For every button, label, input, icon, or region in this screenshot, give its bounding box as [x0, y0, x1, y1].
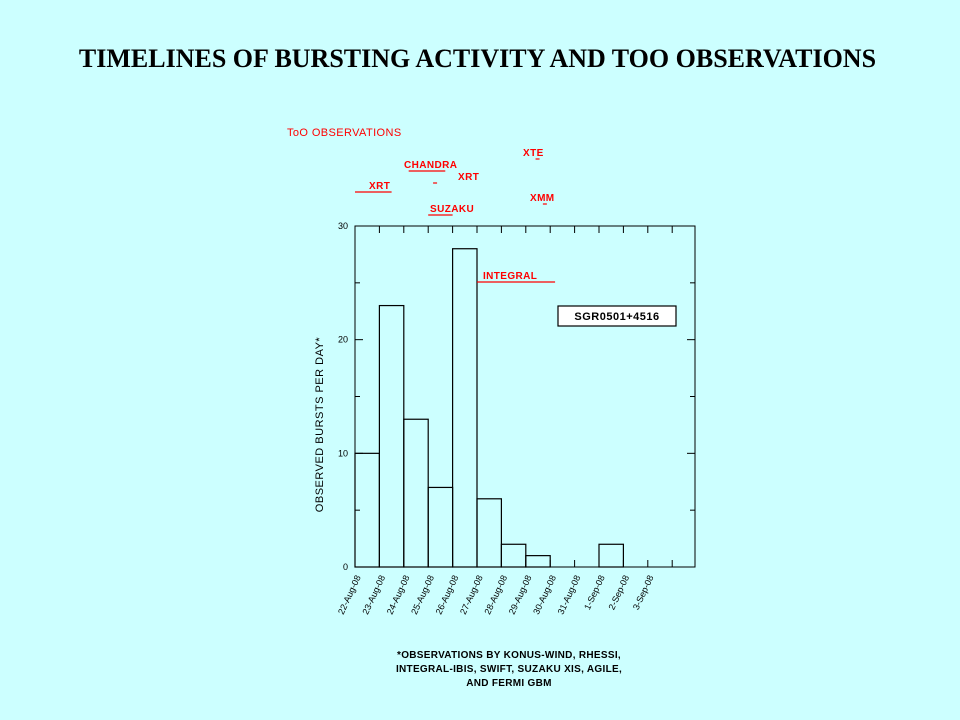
legend-label: SGR0501+4516: [574, 311, 659, 323]
y-tick-label: 20: [338, 335, 348, 345]
histogram-bar: [427, 486, 454, 568]
x-tick-label: 22-Aug-08: [336, 574, 363, 616]
observation-label: XMM: [530, 193, 555, 204]
x-tick-label: 23-Aug-08: [360, 574, 387, 616]
histogram-bar: [500, 543, 527, 568]
histogram-bar: [525, 555, 551, 568]
histogram-bar: [598, 543, 624, 568]
legend-box: [557, 305, 677, 327]
observation-label: XTE: [523, 148, 544, 159]
page-title: TIMELINES OF BURSTING ACTIVITY AND TOO O…: [78, 44, 877, 73]
x-tick-label: 24-Aug-08: [385, 574, 412, 616]
x-tick-label: 25-Aug-08: [409, 574, 436, 616]
y-axis-label: OBSERVED BURSTS PER DAY*: [314, 337, 326, 513]
observations-heading: ToO OBSERVATIONS: [287, 127, 402, 139]
observation-label: XRT: [458, 172, 479, 183]
observation-label: XRT: [369, 181, 390, 192]
observation-label: CHANDRA: [404, 160, 457, 171]
observation-label: INTEGRAL: [483, 271, 537, 282]
histogram-bar: [476, 498, 502, 568]
observation-label: SUZAKU: [430, 204, 474, 215]
x-tick-label: 1-Sep-08: [582, 574, 607, 612]
footnote-line: *OBSERVATIONS BY KONUS-WIND, RHESSI,: [397, 650, 621, 661]
x-tick-label: 31-Aug-08: [556, 574, 583, 616]
x-tick-label: 30-Aug-08: [531, 574, 558, 616]
x-tick-label: 28-Aug-08: [482, 574, 509, 616]
y-tick-label: 10: [338, 448, 348, 458]
footnote-line: INTEGRAL-IBIS, SWIFT, SUZAKU XIS, AGILE,: [396, 664, 622, 675]
x-tick-label: 26-Aug-08: [434, 574, 461, 616]
x-tick-label: 3-Sep-08: [631, 574, 656, 612]
y-tick-label: 0: [343, 562, 348, 572]
histogram-bar: [452, 248, 478, 568]
x-tick-label: 27-Aug-08: [458, 574, 485, 616]
x-tick-label: 2-Sep-08: [606, 574, 631, 612]
histogram-bar: [378, 304, 405, 568]
x-tick-label: 29-Aug-08: [507, 574, 534, 616]
histogram-bar: [403, 418, 429, 568]
y-tick-label: 30: [338, 221, 348, 231]
footnote-line: AND FERMI GBM: [466, 678, 552, 689]
